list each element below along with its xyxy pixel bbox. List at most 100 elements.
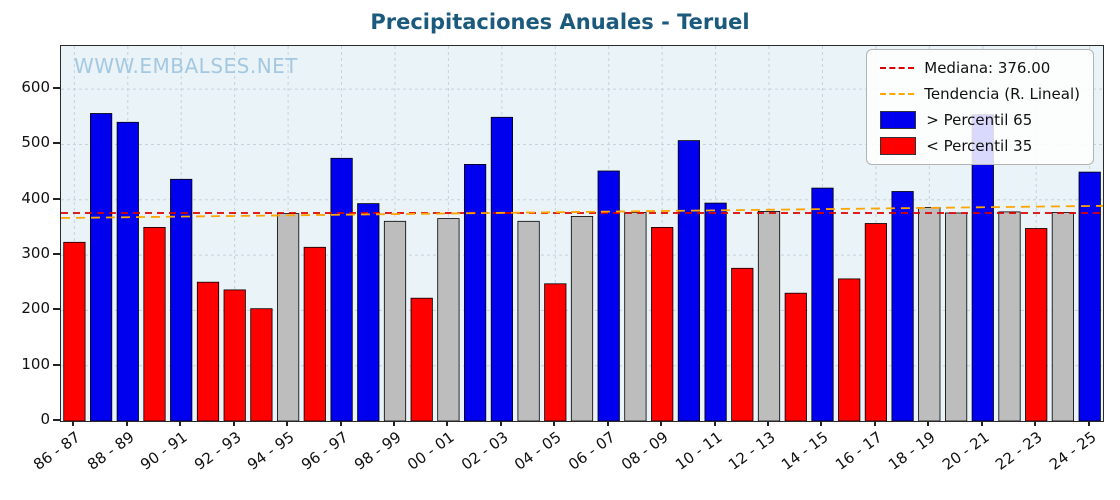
x-tick-label: 22 - 23 (992, 428, 1046, 474)
chart-title: Precipitaciones Anuales - Teruel (370, 10, 750, 34)
y-tick-mark (53, 363, 60, 366)
bar-07-08 (624, 212, 647, 421)
y-tick-mark (53, 197, 60, 200)
x-tick-label: 24 - 25 (1045, 428, 1100, 474)
trend-swatch (880, 93, 915, 95)
x-tick-label: 06 - 07 (564, 428, 619, 474)
y-tick-mark (53, 419, 60, 421)
bar-03-04 (517, 220, 540, 421)
plot-canvas (61, 46, 1103, 421)
y-tick-label: 600 (21, 78, 50, 97)
x-tick-label: 00 - 01 (404, 428, 458, 474)
legend-median-label: Mediana: 376.00 (924, 59, 1051, 77)
x-tick-label: 96 - 97 (297, 428, 352, 474)
x-tick-mark (392, 421, 395, 426)
legend-low-label: < Percentil 35 (926, 137, 1033, 155)
y-tick-label: 500 (21, 133, 50, 152)
x-tick-label: 08 - 09 (618, 428, 672, 474)
bar-04-05 (544, 283, 567, 421)
bar-17-18 (891, 191, 914, 421)
x-tick-label: 88 - 89 (83, 428, 138, 474)
bar-12-13 (757, 210, 781, 421)
low-swatch (880, 137, 917, 155)
x-tick-mark (713, 421, 716, 426)
x-tick-mark (1087, 421, 1090, 426)
x-tick-label: 14 - 15 (778, 428, 833, 474)
median-swatch (880, 67, 915, 69)
bar-94-95 (276, 213, 300, 421)
x-tick-mark (286, 421, 289, 426)
y-tick-mark (53, 308, 60, 311)
y-tick-label: 400 (21, 188, 50, 207)
trend-line (61, 204, 1103, 219)
x-tick-mark (1034, 421, 1037, 426)
x-tick-label: 04 - 05 (511, 428, 565, 474)
bar-14-15 (811, 187, 834, 421)
bar-06-07 (597, 170, 620, 421)
legend-high-label: > Percentil 65 (926, 111, 1033, 129)
x-tick-label: 86 - 87 (30, 428, 84, 474)
bar-21-22 (998, 211, 1021, 421)
y-tick-label: 0 (40, 410, 50, 428)
bar-02-03 (490, 116, 514, 421)
bar-05-06 (570, 215, 594, 421)
bar-01-02 (463, 164, 487, 421)
y-tick-label: 300 (21, 244, 50, 263)
x-tick-mark (339, 421, 342, 426)
bar-92-93 (223, 289, 246, 421)
bar-90-91 (170, 178, 193, 421)
x-tick-mark (927, 421, 930, 426)
y-tick-mark (53, 253, 60, 256)
y-tick-label: 100 (21, 354, 50, 373)
bar-23-24 (1051, 212, 1075, 421)
bar-99-00 (410, 297, 433, 421)
bar-88-89 (116, 121, 139, 421)
x-tick-label: 16 - 17 (831, 428, 886, 474)
legend: Mediana: 376.00 Tendencia (R. Lineal) > … (866, 49, 1094, 165)
legend-row-median: Mediana: 376.00 (880, 59, 1080, 77)
x-tick-mark (125, 421, 128, 426)
x-tick-mark (660, 421, 663, 426)
x-tick-label: 92 - 93 (190, 428, 245, 474)
bar-08-09 (651, 226, 674, 421)
bar-11-12 (731, 267, 754, 421)
bar-00-01 (437, 218, 460, 421)
legend-row-trend: Tendencia (R. Lineal) (880, 85, 1080, 103)
x-tick-mark (820, 421, 823, 426)
x-tick-mark (179, 421, 182, 426)
legend-row-high: > Percentil 65 (880, 111, 1080, 129)
x-tick-mark (499, 421, 502, 426)
bar-24-25 (1078, 171, 1101, 421)
x-tick-label: 10 - 11 (671, 428, 726, 474)
bar-16-17 (864, 223, 888, 421)
x-tick-mark (232, 421, 235, 426)
x-tick-label: 20 - 21 (938, 428, 993, 474)
y-tick-label: 200 (21, 299, 50, 318)
bar-09-10 (677, 140, 701, 421)
bar-89-90 (143, 226, 166, 421)
x-tick-mark (72, 421, 75, 426)
bar-96-97 (330, 157, 353, 421)
x-tick-label: 18 - 19 (885, 428, 939, 474)
x-tick-label: 94 - 95 (244, 428, 298, 474)
bar-18-19 (918, 207, 941, 421)
x-tick-mark (446, 421, 449, 426)
x-tick-label: 02 - 03 (457, 428, 512, 474)
y-tick-mark (53, 142, 60, 145)
bar-87-88 (89, 113, 113, 421)
bar-19-20 (945, 212, 968, 421)
y-tick-mark (53, 87, 60, 90)
bar-22-23 (1025, 228, 1048, 421)
high-swatch (880, 111, 917, 129)
bar-93-94 (250, 308, 273, 421)
x-tick-mark (606, 421, 609, 426)
bar-97-98 (357, 203, 380, 421)
legend-row-low: < Percentil 35 (880, 137, 1080, 155)
bar-95-96 (303, 246, 326, 421)
legend-trend-label: Tendencia (R. Lineal) (924, 85, 1080, 103)
bar-98-99 (383, 220, 407, 421)
x-tick-mark (873, 421, 876, 426)
bar-91-92 (196, 281, 220, 421)
x-tick-mark (553, 421, 556, 426)
